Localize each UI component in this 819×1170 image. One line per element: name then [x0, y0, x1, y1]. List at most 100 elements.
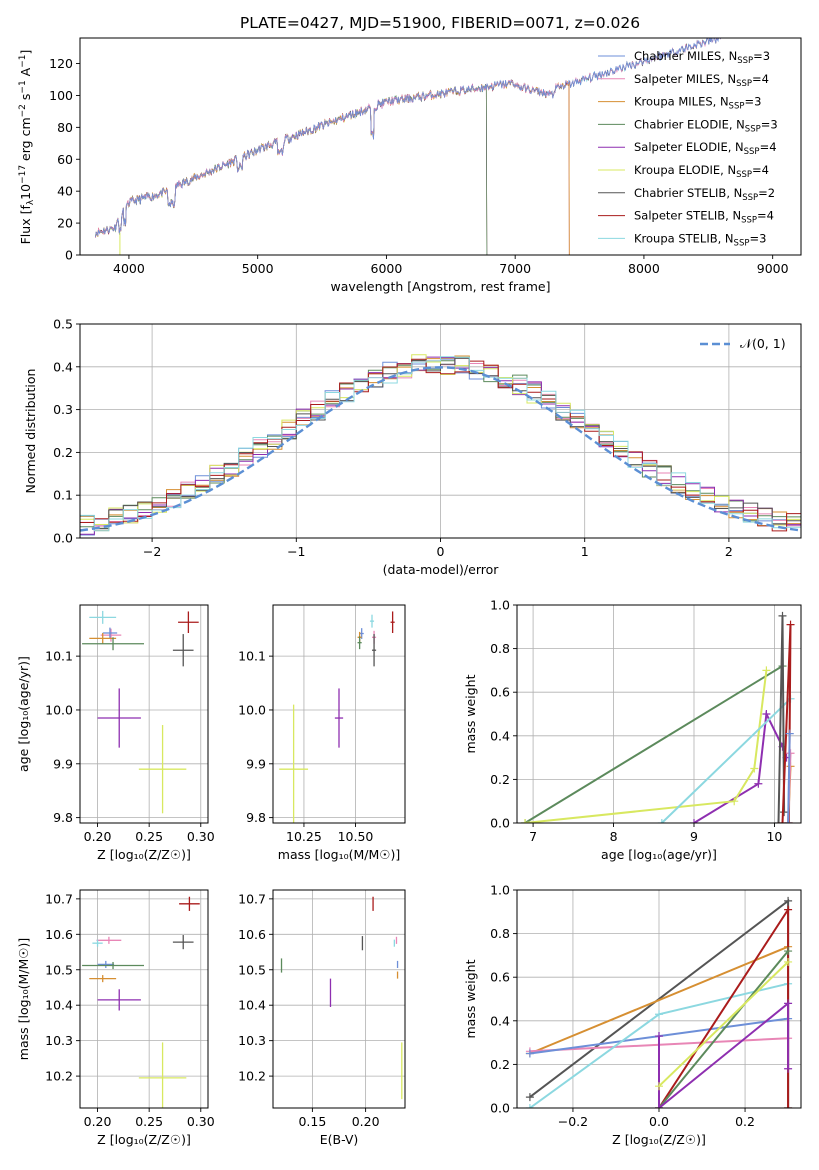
plot-area [279, 611, 395, 823]
weight-marker [784, 905, 793, 914]
age-vs-mass-panel: 10.25 10.50 9.8 9.9 10.0 10.1 mass [log₁₀(M/M☉… [238, 604, 406, 862]
y-tick-label: 10.0 [45, 702, 73, 717]
y-tick-label: 0.0 [490, 1101, 510, 1116]
plot-area [80, 354, 801, 536]
x-tick-label: 5000 [242, 261, 274, 276]
x-tick-label: 9 [690, 829, 698, 844]
x-axis-label: Z [log₁₀(Z/Z☉)] [97, 847, 191, 862]
axes-frame [516, 604, 802, 824]
y-tick-label: 1.0 [490, 598, 510, 613]
axes-frame [79, 889, 209, 1109]
y-tick-label: 0.2 [490, 1057, 510, 1072]
weight-marker [784, 1064, 793, 1073]
plot-area [525, 896, 793, 1108]
spectrum-legend: Chabrier MILES, NSSP=3 Salpeter MILES, NS… [598, 49, 778, 248]
x-tick-label: 8000 [628, 261, 660, 276]
x-axis-label: (data-model)/error [383, 562, 500, 577]
y-tick-label: 10.3 [238, 1033, 266, 1048]
y-tick-label: 0.0 [490, 816, 510, 831]
spectrum-line-chabrier-miles [95, 38, 722, 238]
y-tick-label: 0.2 [490, 772, 510, 787]
y-tick-label: 10.2 [45, 1069, 73, 1084]
legend-label: Salpeter MILES, NSSP=4 [634, 72, 769, 89]
x-tick-label: 0.25 [135, 829, 163, 844]
y-tick-label: 60 [57, 152, 73, 167]
weight-marker [762, 666, 771, 675]
x-tick-label: 10 [766, 829, 782, 844]
x-tick-label: 0.30 [187, 1114, 215, 1129]
weight-marker [525, 1093, 534, 1102]
y-tick-label: 10.4 [238, 998, 266, 1013]
x-tick-label: 0.20 [84, 1114, 112, 1129]
x-tick-label: 4000 [113, 261, 145, 276]
x-tick-label: 1 [581, 544, 589, 559]
weight-marker [784, 896, 793, 905]
axes-frame [272, 604, 406, 824]
weight-marker [784, 947, 793, 956]
weight-line-kroupa-miles [529, 945, 789, 1055]
weight-line-chabrier-elodie [658, 950, 789, 1108]
weight-marker [754, 779, 763, 788]
plot-area [95, 38, 722, 255]
weight-marker [778, 611, 787, 620]
x-tick-label: 0.2 [735, 1114, 755, 1129]
x-tick-label: 10.25 [286, 829, 322, 844]
y-tick-label: 0 [65, 248, 73, 263]
y-tick-label: 9.9 [53, 756, 73, 771]
axes-frame [79, 37, 802, 256]
x-tick-label: −2 [143, 544, 161, 559]
weight-line-salpeter-elodie [658, 1001, 790, 1108]
y-tick-label: 10.4 [45, 998, 73, 1013]
y-tick-label: 0.2 [53, 445, 73, 460]
x-tick-label: 7000 [499, 261, 531, 276]
legend-label: Kroupa ELODIE, NSSP=4 [634, 163, 769, 180]
legend-label: Kroupa STELIB, NSSP=3 [634, 231, 766, 248]
x-axis-label: wavelength [Angstrom, rest frame] [330, 279, 550, 294]
mass-vs-ebv-panel: 0.15 0.20 10.2 10.3 10.4 10.5 10.6 10.7 E(B-V) [238, 889, 406, 1147]
weight-marker [521, 819, 530, 823]
axes-frame [516, 889, 802, 1109]
y-tick-label: 0.4 [490, 1013, 510, 1028]
x-tick-label: 9000 [757, 261, 789, 276]
x-tick-label: 0.20 [84, 829, 112, 844]
x-axis-label: age [log₁₀(age/yr)] [601, 847, 717, 862]
y-tick-label: 10.5 [238, 962, 266, 977]
y-tick-label: 100 [49, 88, 73, 103]
y-tick-label: 10.0 [238, 702, 266, 717]
figure-title: PLATE=0427, MJD=51900, FIBERID=0071, z=0… [240, 14, 640, 32]
x-tick-label: 8 [610, 829, 618, 844]
weight-marker [785, 729, 794, 738]
x-tick-label: 0.15 [298, 1114, 326, 1129]
y-tick-label: 120 [49, 56, 73, 71]
y-tick-label: 10.1 [238, 649, 266, 664]
y-tick-label: 20 [57, 216, 73, 231]
weight-marker [784, 1104, 793, 1108]
x-tick-label: 2 [725, 544, 733, 559]
x-tick-label: −0.2 [558, 1114, 588, 1129]
weight-marker [784, 957, 793, 966]
axes-frame [79, 604, 209, 824]
weight-marker [689, 819, 698, 823]
y-tick-label: 10.7 [45, 891, 73, 906]
x-axis-label: Z [log₁₀(Z/Z☉)] [612, 1132, 706, 1147]
x-axis-label: Z [log₁₀(Z/Z☉)] [97, 1132, 191, 1147]
weight-line-kroupa-elodie [524, 670, 768, 823]
weight-marker [774, 819, 783, 823]
x-tick-label: −1 [287, 544, 305, 559]
residual-histogram-panel: −2 −1 0 1 2 0.0 0.1 0.2 0.3 0.4 0.5 (data-model)/er… [23, 317, 802, 577]
y-tick-label: 9.8 [246, 810, 266, 825]
x-axis-label: E(B-V) [320, 1132, 359, 1147]
y-axis-label: Flux [fλ10−17 erg cm−2 s−1 A−1] [18, 50, 36, 245]
y-tick-label: 40 [57, 184, 73, 199]
weight-marker [762, 710, 771, 718]
legend-label: Chabrier STELIB, NSSP=2 [634, 186, 775, 203]
y-tick-label: 0.8 [490, 641, 510, 656]
age-vs-metallicity-panel: 0.20 0.25 0.30 9.8 9.9 10.0 10.1 Z [log₁₀(Z/Z☉)… [16, 604, 215, 862]
y-axis-label: mass [log₁₀(M/M☉)] [16, 938, 31, 1060]
weight-line-kroupa-elodie [658, 961, 789, 1087]
weight-marker [657, 819, 666, 823]
y-tick-label: 10.5 [45, 962, 73, 977]
spectrum-line-salpeter-elodie [95, 83, 488, 255]
weight-marker [655, 1010, 663, 1019]
